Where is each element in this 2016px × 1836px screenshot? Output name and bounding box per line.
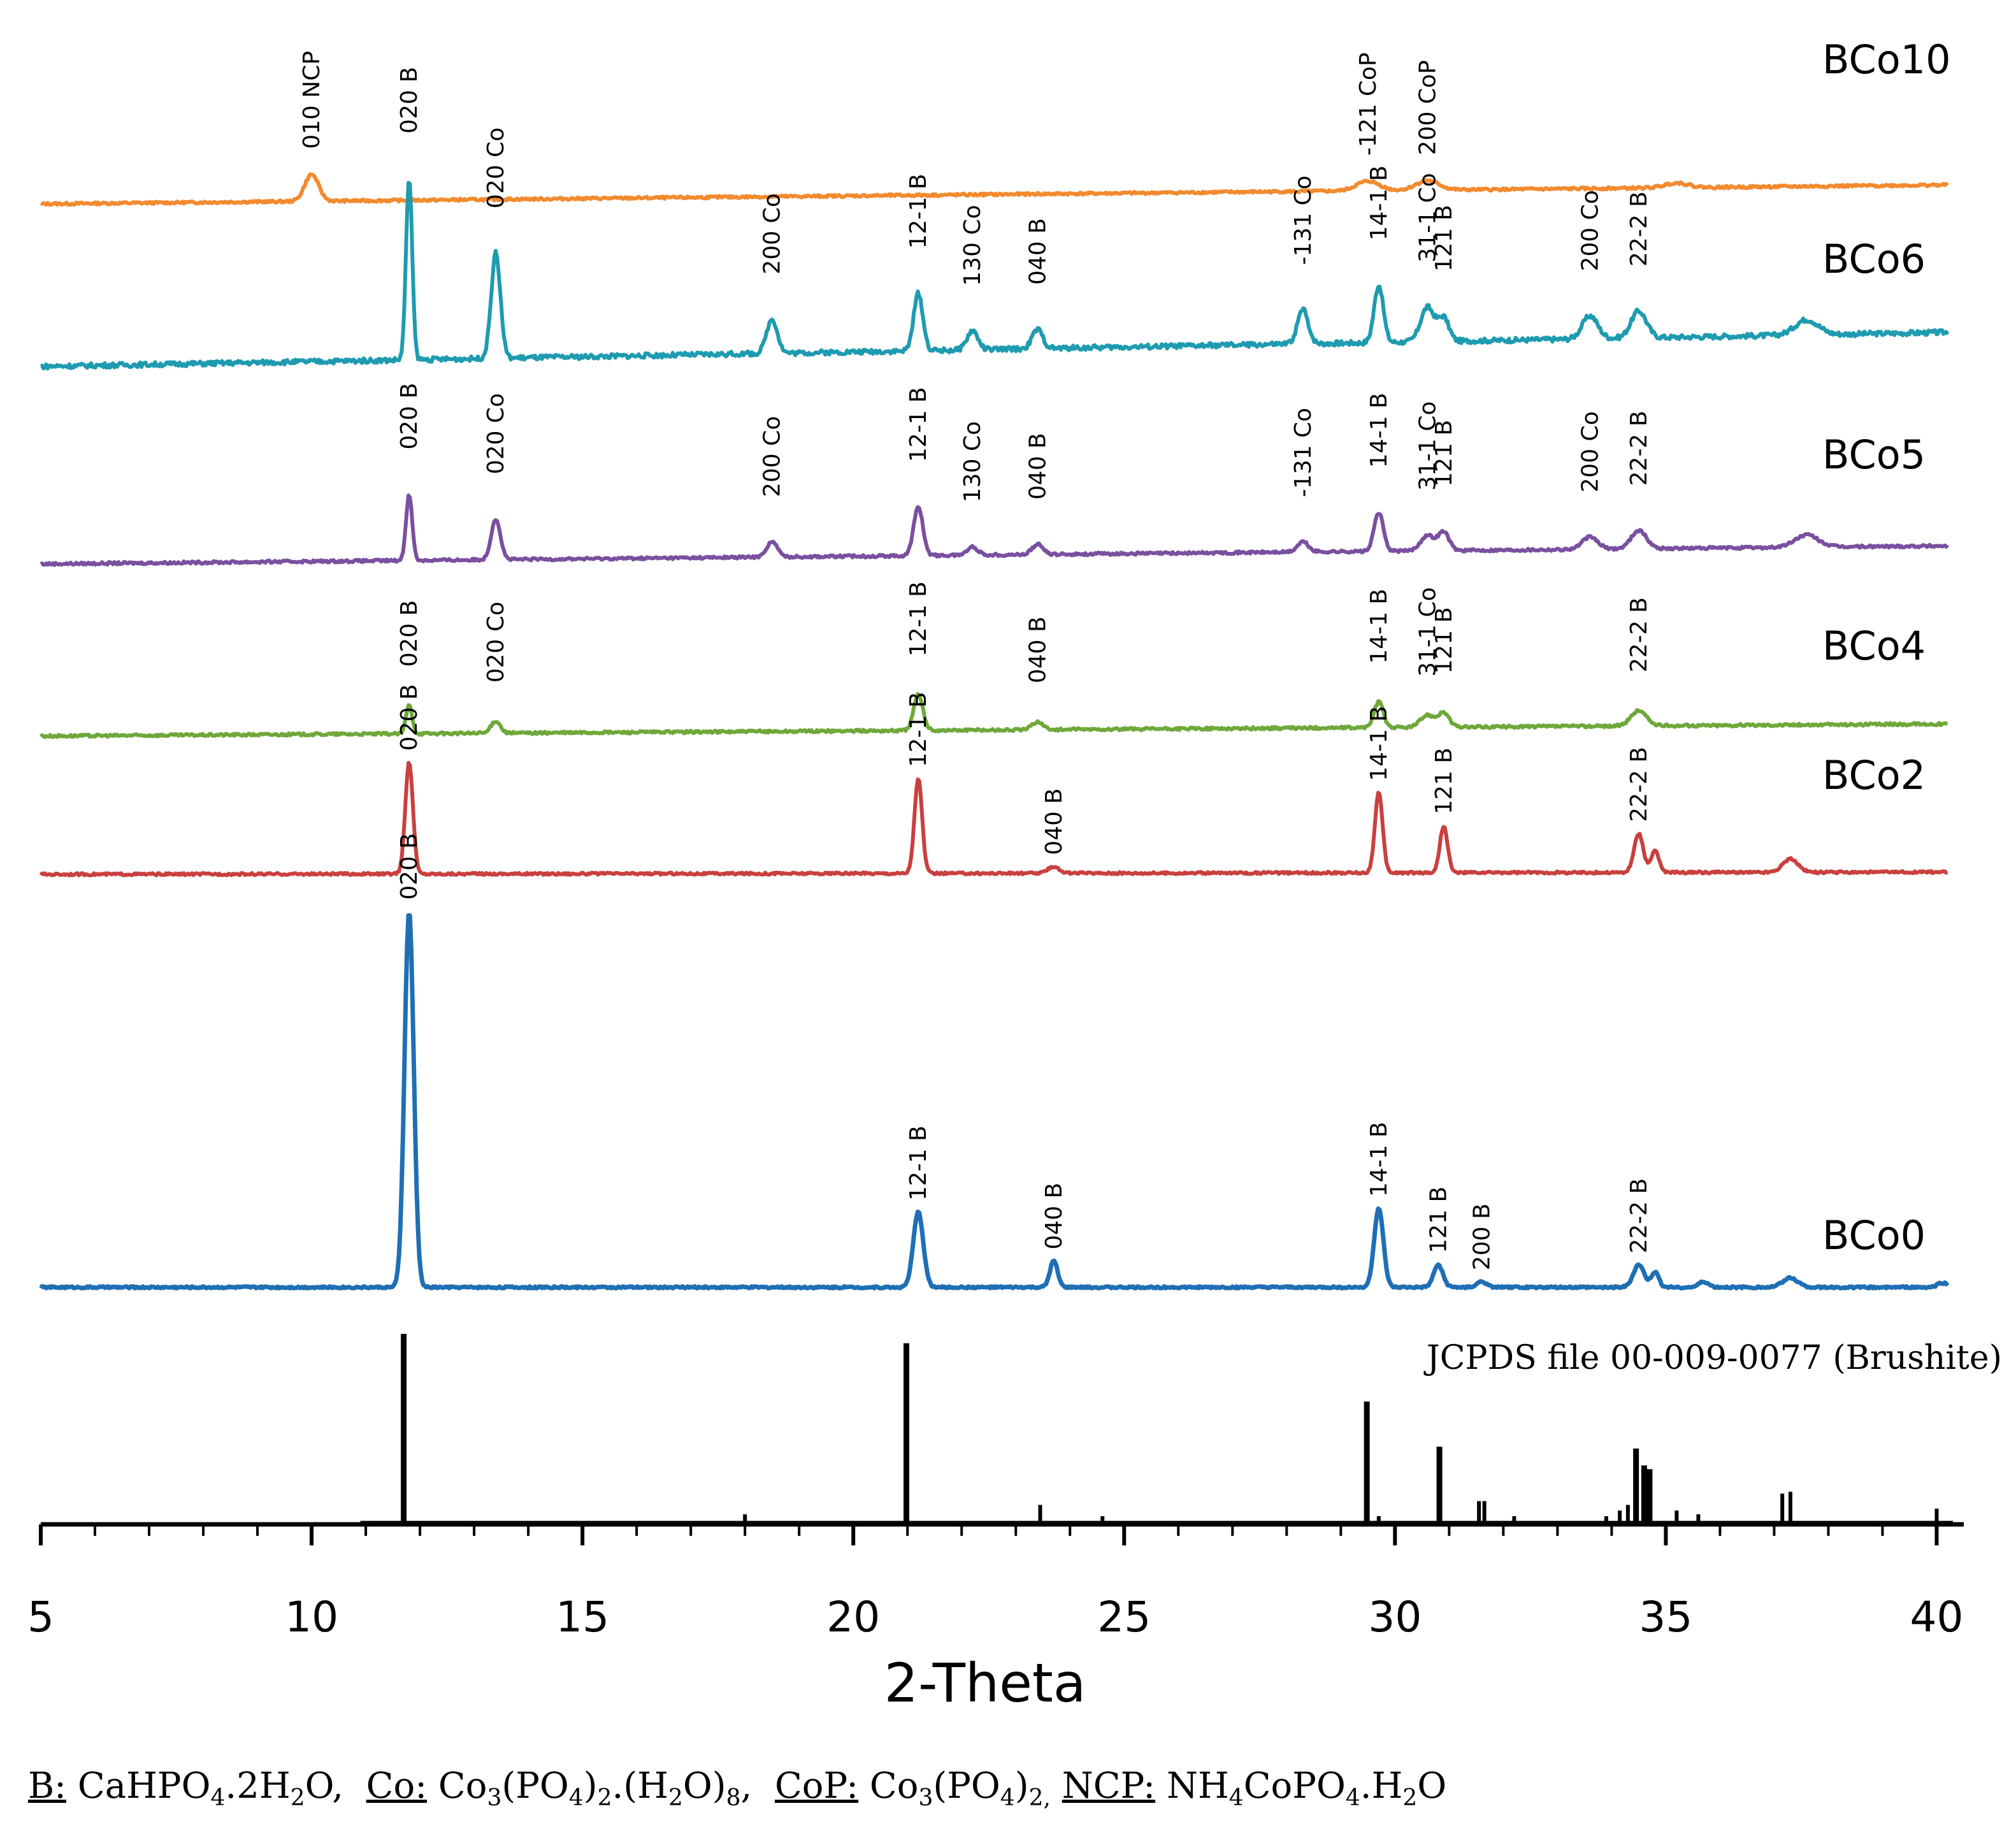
peak-label: 130 Co bbox=[960, 205, 986, 286]
peak-label: 22-2 B bbox=[1626, 191, 1652, 266]
series-BCo2: BCo2 020 B 12-1 B 040 B 14-1 B 121 B 22-2 B bbox=[39, 684, 1948, 878]
peak-label: 22-2 B bbox=[1626, 410, 1652, 486]
peak-label: 200 CoP bbox=[1415, 60, 1441, 155]
peak-label: 020 Co bbox=[483, 602, 509, 683]
x-axis bbox=[39, 1522, 1964, 1545]
sample-label-BCo2: BCo2 bbox=[1822, 752, 1926, 799]
peak-label: 121 B bbox=[1431, 607, 1457, 674]
peak-label: 121 B bbox=[1431, 205, 1457, 271]
x-tick-label: 15 bbox=[556, 1593, 609, 1642]
peak-label: 14-1 B bbox=[1366, 166, 1392, 241]
peak-label: 22-2 B bbox=[1626, 1178, 1652, 1254]
peak-label: 12-1 B bbox=[905, 174, 932, 249]
peak-label: 020 B bbox=[396, 684, 422, 751]
peak-label: 020 B bbox=[396, 600, 422, 667]
sample-label-BCo0: BCo0 bbox=[1822, 1212, 1926, 1259]
x-tick-label: 5 bbox=[27, 1593, 54, 1642]
series-line-BCo5 bbox=[40, 493, 1949, 567]
peak-label: 121 B bbox=[1431, 748, 1457, 814]
series-BCo5: BCo5 020 B 020 Co 200 Co 12-1 B 130 Co 040 B -1… bbox=[40, 383, 1949, 567]
series-BCo0: BCo0 020 B 12-1 B 040 B 14-1 B 121 B 200 B 22-2… bbox=[39, 833, 1950, 1290]
peak-label: 121 B bbox=[1425, 1187, 1451, 1254]
x-tick-label: 35 bbox=[1639, 1593, 1692, 1642]
peak-label: 020 B bbox=[396, 67, 422, 134]
peak-label: 12-1 B bbox=[905, 581, 932, 656]
sample-label-BCo4: BCo4 bbox=[1822, 623, 1926, 669]
peak-label: 020 Co bbox=[483, 127, 509, 208]
peak-label: 040 B bbox=[1025, 433, 1051, 500]
peak-label: 12-1 B bbox=[905, 387, 932, 462]
peak-label: 020 B bbox=[396, 383, 422, 450]
legend-key-ncp: NCP: bbox=[1062, 1765, 1156, 1807]
legend-key-cop: CoP: bbox=[774, 1765, 859, 1807]
series-line-BCo2 bbox=[39, 761, 1948, 878]
peak-label: -131 Co bbox=[1290, 408, 1316, 497]
peak-label: 200 Co bbox=[1577, 190, 1603, 271]
reference-pattern bbox=[360, 1334, 1953, 1523]
peak-label: 040 B bbox=[1025, 218, 1051, 285]
x-tick-label: 10 bbox=[285, 1593, 338, 1642]
series-layer: BCo10 010 NCP -121 CoP 200 CoP BCo6 020 B 020 … bbox=[39, 36, 1951, 1290]
peak-label: 010 NCP bbox=[299, 51, 325, 149]
peak-label: 14-1 B bbox=[1366, 589, 1392, 664]
peak-label: 22-2 B bbox=[1626, 597, 1652, 672]
series-line-BCo10 bbox=[40, 172, 1949, 207]
peak-label: 130 Co bbox=[960, 421, 986, 502]
series-line-BCo6 bbox=[40, 180, 1950, 371]
peak-label: 200 B bbox=[1469, 1203, 1495, 1270]
peak-label: 200 Co bbox=[760, 193, 786, 274]
peak-label: 200 Co bbox=[1577, 411, 1603, 492]
reference-label: JCPDS file 00-009-0077 (Brushite) bbox=[1423, 1339, 2002, 1377]
x-tick-label: 30 bbox=[1368, 1593, 1422, 1642]
sample-label-BCo5: BCo5 bbox=[1822, 431, 1926, 478]
peak-label: -131 Co bbox=[1290, 175, 1316, 264]
peak-label: 12-1 B bbox=[905, 1125, 932, 1201]
peak-label: 12-1 B bbox=[905, 692, 932, 767]
x-tick-label: 25 bbox=[1097, 1593, 1151, 1642]
series-BCo4: BCo4 020 B 020 Co 12-1 B 040 B 14-1 B 31-1 Co1… bbox=[39, 581, 1948, 739]
peak-label: 14-1 B bbox=[1366, 1122, 1392, 1197]
peak-label: 14-1 B bbox=[1366, 393, 1392, 468]
sample-label-BCo10: BCo10 bbox=[1822, 36, 1951, 83]
x-tick-label: 40 bbox=[1910, 1593, 1964, 1642]
legend-key-co: Co: bbox=[366, 1765, 428, 1807]
peak-label: 020 Co bbox=[483, 393, 509, 474]
peak-label: 020 B bbox=[396, 833, 422, 900]
series-BCo10: BCo10 010 NCP -121 CoP 200 CoP bbox=[40, 36, 1951, 207]
peak-label: 040 B bbox=[1025, 616, 1051, 683]
peak-label: 31-1 Co bbox=[1415, 587, 1441, 676]
peak-label: 040 B bbox=[1041, 1183, 1067, 1250]
legend-abbreviations: B: CaHPO4.2H2O, Co: Co3(PO4)2.(H2O)8, Co… bbox=[28, 1765, 1447, 1812]
series-BCo6: BCo6 020 B 020 Co 200 Co 12-1 B 130 Co 040 B -1… bbox=[40, 67, 1950, 371]
peak-label: -121 CoP bbox=[1355, 52, 1381, 155]
x-tick-label: 20 bbox=[826, 1593, 880, 1642]
sample-label-BCo6: BCo6 bbox=[1822, 236, 1926, 282]
peak-label: 14-1 B bbox=[1366, 706, 1392, 781]
peak-label: 31-1 Co bbox=[1415, 401, 1441, 491]
legend-key-b: B: bbox=[28, 1765, 67, 1807]
peak-label: 040 B bbox=[1041, 788, 1067, 855]
peak-label: 200 Co bbox=[760, 416, 786, 497]
peak-label: 31-1 Co bbox=[1415, 173, 1441, 262]
peak-label: 22-2 B bbox=[1626, 747, 1652, 822]
series-line-BCo0 bbox=[39, 913, 1950, 1290]
x-axis-title: 2-Theta bbox=[884, 1652, 1086, 1714]
peak-label: 121 B bbox=[1431, 420, 1457, 487]
series-line-BCo4 bbox=[39, 691, 1948, 739]
